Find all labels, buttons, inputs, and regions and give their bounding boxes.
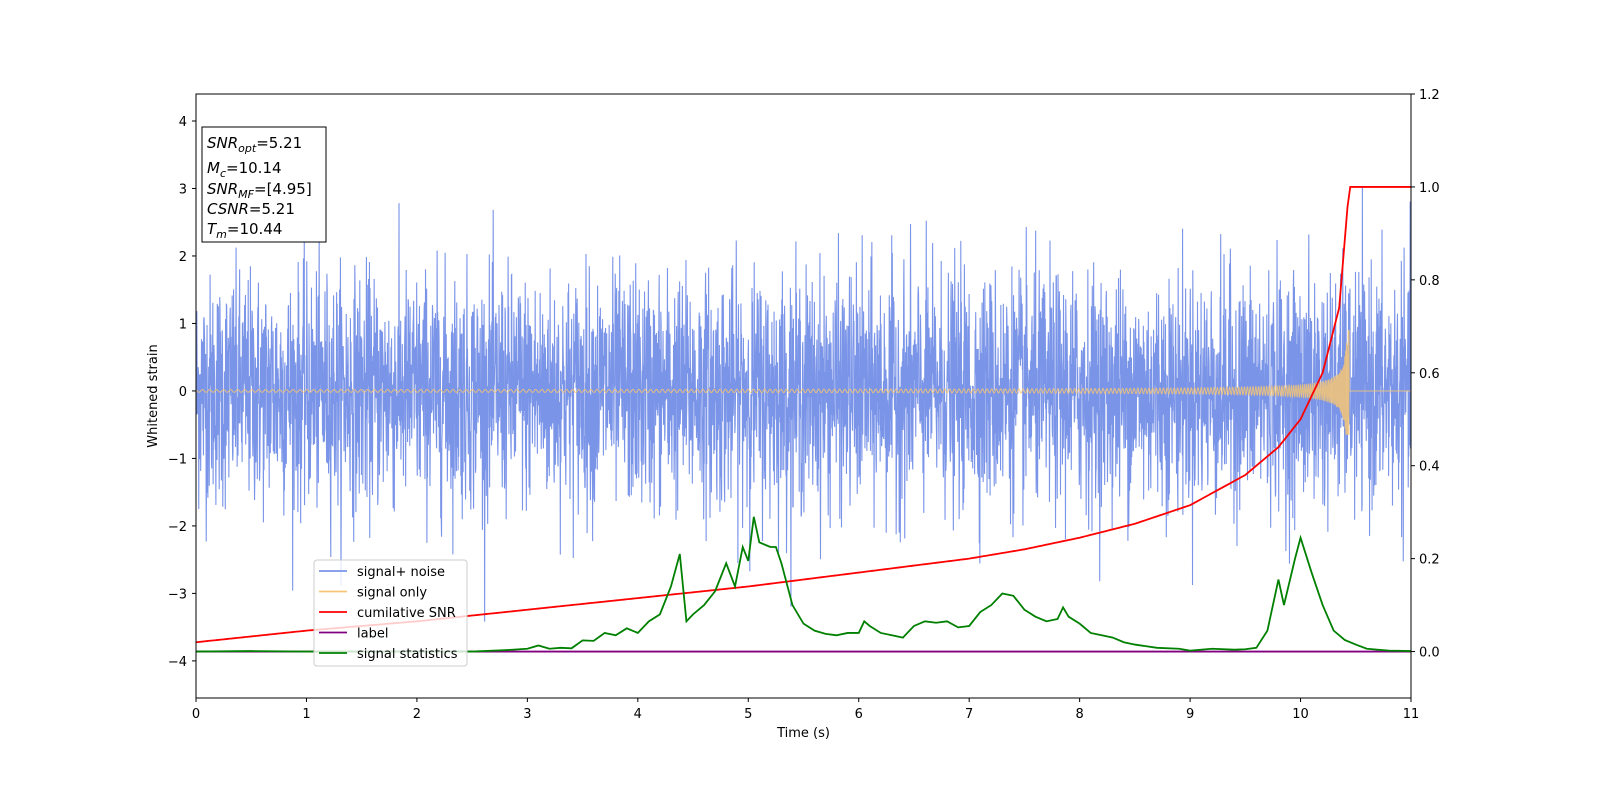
y2-tick-label: 0.8 [1419, 274, 1440, 289]
x-tick-label: 7 [965, 707, 973, 722]
x-tick-label: 3 [523, 707, 531, 722]
y-tick-label: −4 [168, 655, 187, 670]
x-tick-label: 6 [855, 707, 863, 722]
legend-label: signal only [357, 586, 427, 601]
x-tick-label: 5 [744, 707, 752, 722]
x-tick-label: 8 [1075, 707, 1083, 722]
y-tick-label: 0 [179, 385, 187, 400]
y-tick-label: −1 [168, 452, 187, 467]
y-axis-label: Whitened strain [146, 344, 161, 447]
y2-tick-label: 1.0 [1419, 181, 1440, 196]
x-tick-label: 1 [302, 707, 310, 722]
x-axis-label: Time (s) [776, 726, 830, 741]
x-tick-label: 0 [192, 707, 200, 722]
info-line-csnr: CSNR=5.21 [207, 200, 295, 218]
noise-series-line [196, 186, 1411, 622]
legend-label: cumilative SNR [357, 606, 456, 621]
y2-tick-label: 0.6 [1419, 367, 1440, 382]
info-line-tm: Tm=10.44 [207, 220, 282, 241]
info-line-mc: Mc=10.14 [207, 159, 282, 180]
y-tick-label: 1 [179, 317, 187, 332]
x-tick-label: 2 [413, 707, 421, 722]
x-tick-label: 11 [1403, 707, 1420, 722]
y-tick-label: 2 [179, 250, 187, 265]
y-tick-label: −3 [168, 587, 187, 602]
legend-label: label [357, 627, 388, 642]
plot-frame [195, 93, 1412, 699]
y-tick-label: −2 [168, 520, 187, 535]
x-tick-label: 4 [634, 707, 642, 722]
info-line-snr-mf: SNRMF=[4.95] [207, 180, 312, 201]
signal-only-line [196, 330, 1411, 435]
legend-label: signal statistics [357, 647, 458, 662]
info-line-snr-opt: SNRopt=5.21 [207, 134, 302, 155]
y2-tick-label: 1.2 [1419, 88, 1440, 103]
x-tick-label: 9 [1186, 707, 1194, 722]
y2-tick-label: 0.0 [1419, 646, 1440, 661]
y-tick-label: 3 [179, 182, 187, 197]
axes-layer: 0 1 2 3 4 5 6 7 8 9 10 1143210−1−2−3−41.21.00.80.60… [168, 88, 1440, 722]
x-tick-label: 10 [1292, 707, 1309, 722]
y2-tick-label: 0.4 [1419, 460, 1440, 475]
legend-frame [313, 559, 468, 667]
legend: signal+ noise signal only cumilative SNR la… [313, 559, 468, 667]
legend-label: signal+ noise [357, 565, 445, 580]
y-tick-label: 4 [179, 115, 187, 130]
info-box: SNRopt=5.21 Mc=10.14SNRMF=[4.95]CSNR=5.21… [201, 126, 327, 243]
info-box-frame [201, 126, 327, 243]
y2-tick-label: 0.2 [1419, 553, 1440, 568]
signal-statistics-line [196, 516, 1411, 653]
